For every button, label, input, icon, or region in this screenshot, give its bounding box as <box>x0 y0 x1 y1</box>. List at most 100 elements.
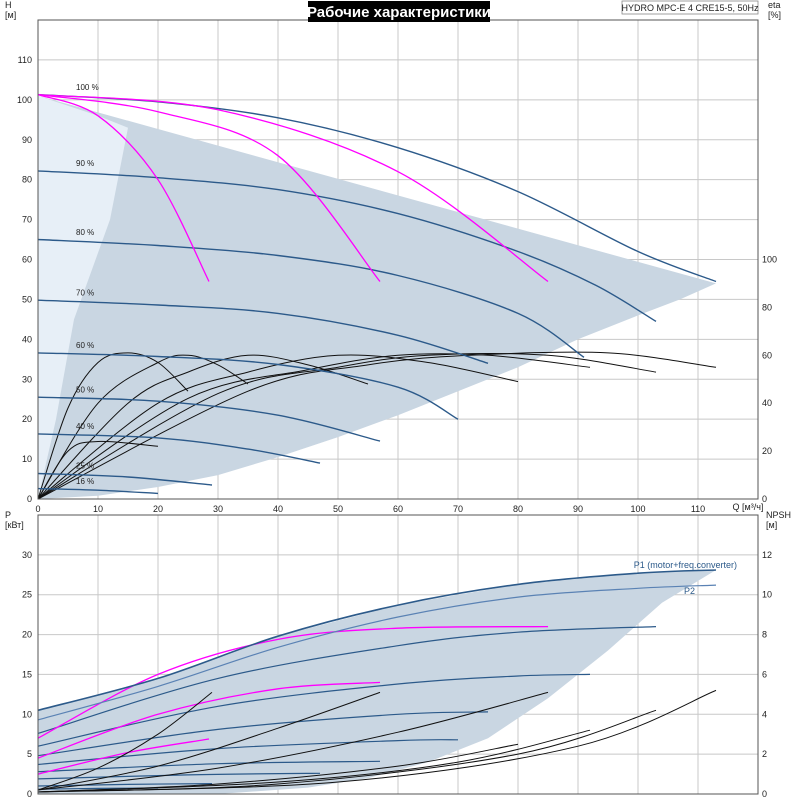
efficiency-curve <box>37 351 717 500</box>
npsh-curve <box>37 691 381 791</box>
speed-curve <box>37 170 657 323</box>
top-curves: 100 % 90 % 80 % 70 % 60 % 50 % 40 % 25 % 16 % <box>37 83 717 500</box>
p-tick-label: 20 <box>22 630 32 640</box>
npsh-tick-label: 12 <box>762 550 772 560</box>
speed-power-curve <box>37 772 321 780</box>
x-tick-label: 10 <box>93 504 103 514</box>
p-tick-label: 0 <box>27 789 32 799</box>
speed-power-curve <box>37 711 489 757</box>
y-tick-label: 40 <box>22 334 32 344</box>
y-tick-label: 20 <box>22 414 32 424</box>
npsh-curve <box>37 691 549 791</box>
y2-tick-label: 40 <box>762 398 772 408</box>
title-box <box>308 1 490 22</box>
y-tick-label: 80 <box>22 175 32 185</box>
speed-curve-label: 25 % <box>76 462 94 471</box>
y2-tick-label: 0 <box>762 494 767 504</box>
p-axis-unit: [кВт] <box>5 520 24 530</box>
product-box <box>621 0 759 15</box>
x-tick-label: 60 <box>393 504 403 514</box>
npsh-tick-label: 2 <box>762 749 767 759</box>
x-tick-label: 100 <box>630 504 645 514</box>
speed-power-curve <box>37 783 213 787</box>
product-label: HYDRO MPC-E 4 CRE15-5, 50Hz <box>621 3 759 13</box>
p-tick-label: 15 <box>22 669 32 679</box>
speed-curve <box>37 352 459 420</box>
bottom-frame <box>37 514 759 795</box>
speed-curve <box>37 396 381 442</box>
y-tick-label: 70 <box>22 215 32 225</box>
speed-curve-label: 40 % <box>76 422 94 431</box>
y-axis-unit: [м] <box>5 10 16 20</box>
y-tick-label: 30 <box>22 374 32 384</box>
speed-curve-label: 90 % <box>76 159 94 168</box>
p-tick-label: 10 <box>22 709 32 719</box>
y2-axis-unit: [%] <box>768 10 781 20</box>
npsh-tick-label: 4 <box>762 709 767 719</box>
chart-title: Рабочие характеристики <box>307 4 491 21</box>
npsh-tick-label: 10 <box>762 590 772 600</box>
y2-tick-label: 100 <box>762 255 777 265</box>
npsh-tick-label: 8 <box>762 630 767 640</box>
npsh-curve <box>37 692 213 791</box>
speed-power-curve <box>37 673 591 747</box>
y2-axis-label: eta <box>768 0 781 10</box>
y-tick-label: 110 <box>18 55 32 65</box>
y-tick-label: 100 <box>17 95 32 105</box>
speed-curve <box>37 299 489 364</box>
x-tick-label: 0 <box>35 504 40 514</box>
speed-power-curve <box>37 760 381 773</box>
y-tick-label: 60 <box>22 255 32 265</box>
p-tick-label: 30 <box>22 550 32 560</box>
p1-legend-label: P1 (motor+freq.converter) <box>634 560 737 570</box>
p2-legend-label: P2 <box>684 586 695 596</box>
x-tick-label: 50 <box>333 504 343 514</box>
x-tick-label: 90 <box>573 504 583 514</box>
efficiency-curve <box>37 440 159 500</box>
efficiency-curve <box>37 354 249 500</box>
p1-curve <box>37 569 717 712</box>
x-tick-label: 40 <box>273 504 283 514</box>
y-axis-label: H <box>5 0 12 10</box>
efficiency-curve <box>37 354 369 500</box>
bottom-chart: 0 5 10 15 20 25 30 0 2 4 6 8 10 12 P [кВт] NPSH [м] P… <box>5 510 791 799</box>
npsh-curve <box>37 689 717 793</box>
speed-curve-label: 50 % <box>76 385 94 394</box>
speed-curve <box>37 487 159 495</box>
p-axis-label: P <box>5 510 11 520</box>
speed-curve <box>37 472 213 486</box>
npsh-axis-unit: [м] <box>766 520 777 530</box>
y2-tick-label: 60 <box>762 350 772 360</box>
partial-power-curve <box>37 625 549 739</box>
bottom-curves <box>37 569 717 793</box>
efficiency-curve <box>37 353 591 500</box>
y-tick-label: 90 <box>22 135 32 145</box>
y2-tick-label: 80 <box>762 302 772 312</box>
bottom-tick-labels: 0 5 10 15 20 25 30 0 2 4 6 8 10 12 <box>22 550 772 799</box>
x-tick-label: 20 <box>153 504 163 514</box>
x-tick-label: 80 <box>513 504 523 514</box>
x-axis-label: Q [м³/ч] <box>733 502 764 512</box>
partial-power-curve <box>37 681 381 759</box>
partial-load-curve <box>37 93 210 282</box>
p2-curve <box>37 584 717 721</box>
top-tick-labels: 0 10 20 30 40 50 60 70 80 90 100 110 0 10 20 30 40 50 60 70… <box>17 55 777 514</box>
speed-power-curve <box>37 626 657 734</box>
y-tick-label: 0 <box>27 494 32 504</box>
speed-curve <box>37 433 321 464</box>
speed-curve-label: 100 % <box>76 83 99 92</box>
x-tick-label: 70 <box>453 504 463 514</box>
x-tick-label: 110 <box>691 504 705 514</box>
speed-curve-label: 60 % <box>76 341 94 350</box>
speed-curve-label: 16 % <box>76 477 94 486</box>
speed-curve <box>37 238 585 358</box>
p-tick-label: 25 <box>22 590 32 600</box>
partial-load-curve <box>37 93 549 283</box>
x-tick-label: 30 <box>213 504 223 514</box>
npsh-curve <box>37 729 591 793</box>
partial-load-curve <box>37 93 381 282</box>
y-tick-label: 50 <box>22 294 32 304</box>
npsh-axis-label: NPSH <box>766 510 791 520</box>
